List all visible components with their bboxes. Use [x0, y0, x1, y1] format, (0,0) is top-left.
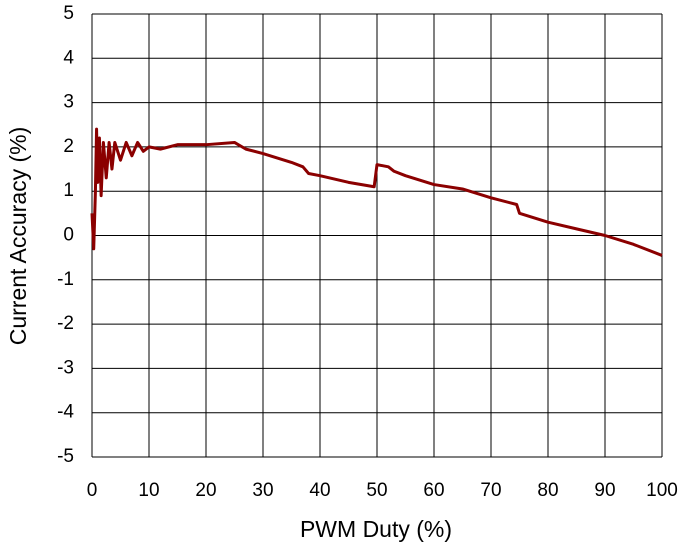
x-tick-label: 30	[252, 480, 273, 501]
x-tick-label: 40	[309, 480, 330, 501]
y-tick-label: -5	[57, 446, 74, 467]
y-axis-label: Current Accuracy (%)	[5, 127, 31, 346]
y-tick-label: 4	[63, 47, 74, 68]
y-tick-label: -1	[57, 269, 74, 290]
x-tick-label: 20	[195, 480, 216, 501]
y-tick-label: 3	[63, 92, 74, 113]
y-tick-label: 0	[63, 225, 74, 246]
y-tick-label: 1	[63, 180, 74, 201]
y-tick-label: -2	[57, 313, 74, 334]
x-tick-label: 90	[594, 480, 615, 501]
x-tick-label: 10	[138, 480, 159, 501]
x-tick-label: 80	[537, 480, 558, 501]
y-tick-label: 5	[63, 3, 74, 24]
x-tick-label: 50	[366, 480, 387, 501]
x-tick-label: 0	[87, 480, 98, 501]
y-tick-label: -4	[57, 402, 74, 423]
data-line	[90, 127, 663, 257]
x-tick-label: 60	[423, 480, 444, 501]
x-axis-label: PWM Duty (%)	[300, 516, 452, 542]
y-tick-label: 2	[63, 136, 74, 157]
x-tick-label: 70	[480, 480, 501, 501]
y-tick-label: -3	[57, 357, 74, 378]
x-tick-label: 100	[646, 480, 678, 501]
